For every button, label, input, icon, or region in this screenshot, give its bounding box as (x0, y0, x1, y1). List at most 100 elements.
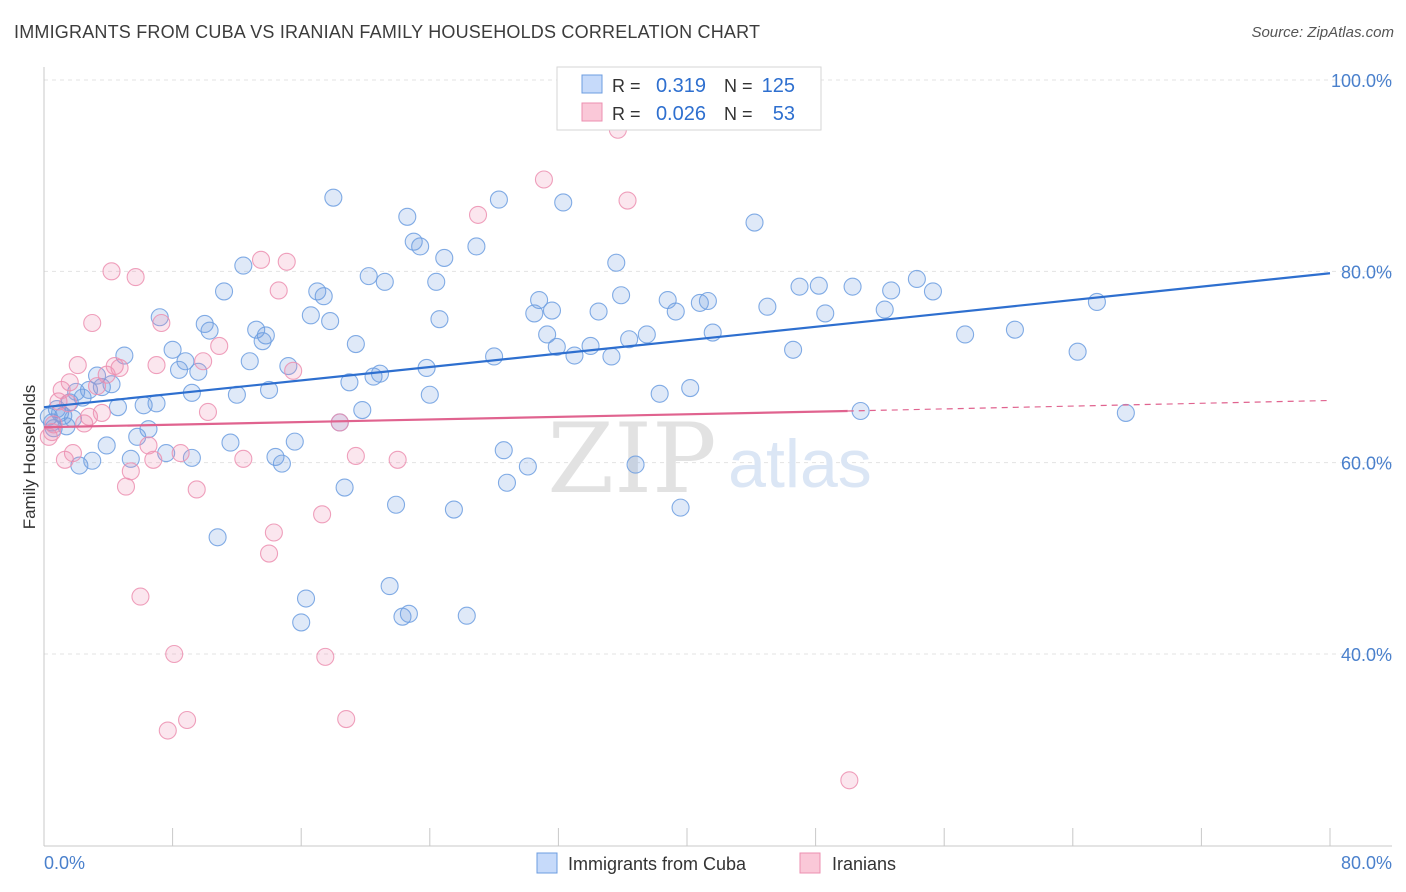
point-cuba (497, 473, 517, 492)
point-cuba (602, 347, 621, 366)
point-cuba (200, 321, 219, 340)
point-cuba (102, 375, 121, 394)
point-cuba (399, 604, 418, 623)
point-cuba (467, 237, 486, 256)
chart-source: Source: ZipAtlas.com (1251, 24, 1394, 41)
point-cuba (816, 304, 835, 323)
trend-line-cuba (43, 272, 1331, 409)
point-cuba (612, 286, 631, 305)
point-cuba (208, 528, 227, 547)
point-iranians (121, 462, 140, 481)
point-cuba (489, 190, 508, 209)
point-iranians (44, 415, 63, 434)
point-cuba (589, 302, 608, 321)
point-cuba (518, 457, 537, 476)
point-cuba (256, 326, 275, 345)
point-iranians (147, 356, 166, 375)
point-cuba (121, 449, 140, 468)
stats-n-label-cuba: N = (724, 76, 753, 96)
point-cuba (214, 282, 234, 301)
series-legend: Immigrants from Cuba Iranians (536, 852, 896, 874)
point-cuba (427, 272, 446, 291)
point-cuba (698, 291, 717, 311)
point-cuba (907, 269, 926, 289)
point-cuba (843, 277, 862, 296)
point-iranians (194, 352, 213, 371)
trend-line-iranians (43, 409, 848, 429)
point-iranians (92, 403, 111, 422)
point-cuba (542, 301, 562, 320)
point-cuba (626, 455, 645, 474)
point-cuba (956, 325, 975, 344)
point-iranians (251, 250, 271, 269)
x-tick-label-min: 0.0% (44, 853, 85, 873)
point-iranians (210, 336, 229, 356)
point-cuba (340, 373, 359, 392)
point-cuba (176, 352, 195, 371)
point-iranians (198, 402, 218, 422)
stats-r-label-cuba: R = (612, 76, 641, 96)
point-iranians (337, 710, 356, 729)
point-cuba (97, 436, 116, 455)
tick-labels: 0.0% 80.0% 40.0% 60.0% 80.0% 100.0% (44, 71, 1392, 873)
point-cuba (380, 577, 399, 596)
point-cuba (147, 394, 166, 413)
point-cuba (620, 330, 639, 349)
stats-r-value-iranians: 0.026 (656, 103, 706, 125)
point-iranians (152, 313, 171, 333)
point-cuba (259, 380, 279, 400)
point-cuba (279, 356, 298, 376)
point-iranians (83, 313, 102, 333)
chart-title: IMMIGRANTS FROM CUBA VS IRANIAN FAMILY H… (14, 22, 761, 42)
point-cuba (444, 500, 463, 519)
trend-lines (43, 272, 1331, 429)
point-cuba (1116, 403, 1135, 422)
point-iranians (187, 480, 206, 499)
point-cuba (139, 420, 158, 439)
point-iranians (284, 361, 303, 380)
point-cuba (292, 613, 311, 632)
point-cuba (485, 347, 504, 366)
point-cuba (253, 332, 272, 351)
point-cuba (784, 340, 803, 359)
point-cuba (554, 193, 573, 212)
axes (43, 67, 1392, 847)
point-cuba (386, 495, 406, 514)
point-cuba (321, 312, 340, 331)
point-cuba (353, 400, 372, 420)
point-cuba (314, 287, 333, 306)
point-cuba (411, 237, 430, 256)
data-points (39, 120, 1135, 790)
watermark: ZIP atlas (547, 403, 871, 515)
point-cuba (435, 248, 454, 267)
point-cuba (221, 433, 240, 452)
point-iranians (346, 446, 365, 466)
point-iranians (234, 449, 253, 468)
point-cuba (359, 267, 378, 286)
point-iranians (269, 281, 288, 300)
point-cuba (758, 297, 777, 316)
point-cuba (457, 606, 476, 625)
point-cuba (375, 272, 394, 291)
stats-n-value-cuba: 125 (762, 75, 795, 97)
point-cuba (547, 337, 566, 356)
point-iranians (102, 262, 121, 281)
y-tick-label: 40.0% (1341, 645, 1392, 665)
point-iranians (139, 436, 158, 455)
point-cuba (494, 441, 513, 460)
point-iranians (534, 170, 553, 189)
point-iranians (165, 644, 184, 664)
point-cuba (607, 253, 626, 272)
stats-n-label-iranians: N = (724, 104, 753, 124)
point-iranians (178, 710, 197, 730)
point-cuba (240, 352, 259, 371)
point-cuba (163, 340, 182, 359)
point-cuba (666, 302, 685, 321)
point-cuba (650, 384, 669, 403)
point-cuba (234, 256, 253, 275)
point-cuba (83, 451, 102, 470)
stats-swatch-iranians (581, 102, 603, 122)
stats-n-value-iranians: 53 (773, 103, 795, 125)
point-cuba (335, 478, 354, 497)
watermark-atlas: atlas (728, 426, 872, 502)
